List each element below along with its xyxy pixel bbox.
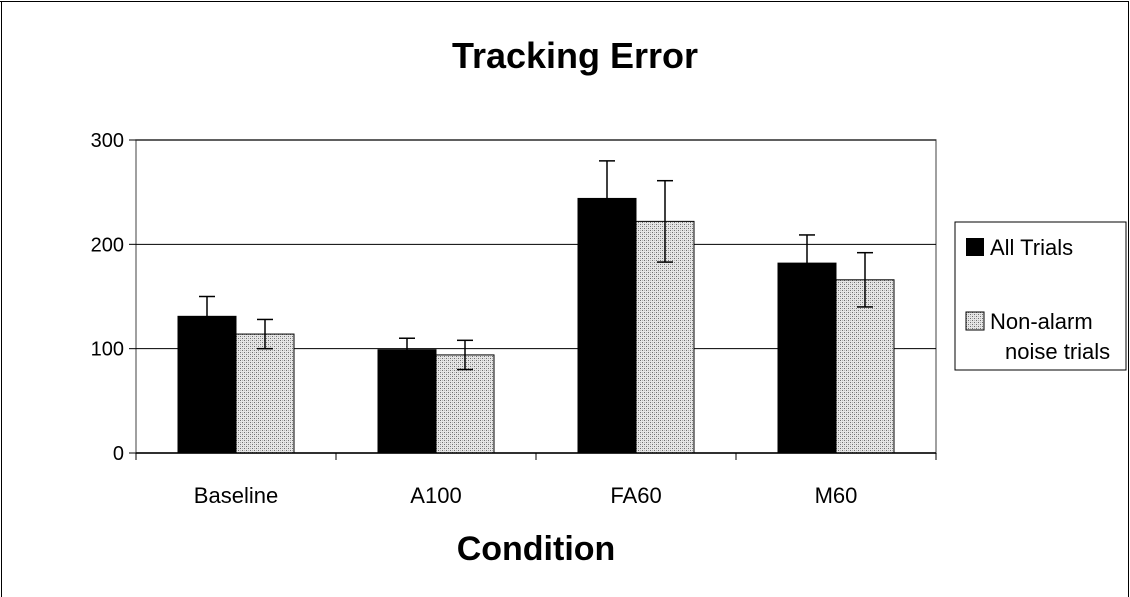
error-bars bbox=[199, 160, 873, 371]
error-bar bbox=[257, 318, 273, 350]
bar-non-alarm-noise-trials bbox=[435, 354, 495, 454]
category-label: Baseline bbox=[194, 483, 278, 508]
legend-swatch-all-trials bbox=[966, 238, 984, 256]
error-bar bbox=[457, 339, 473, 371]
bar-all-trials bbox=[177, 315, 237, 454]
legend: All Trials Non-alarm noise trials bbox=[954, 221, 1127, 371]
y-tick-label: 200 bbox=[91, 234, 124, 256]
error-bar bbox=[657, 179, 673, 263]
y-tick-label: 300 bbox=[91, 130, 124, 152]
bar-all-trials bbox=[377, 349, 437, 454]
x-axis-label: Condition bbox=[457, 530, 616, 568]
legend-label-non-alarm-line1: Non-alarm bbox=[990, 309, 1093, 334]
chart-title: Tracking Error bbox=[452, 35, 698, 76]
error-bar bbox=[399, 337, 415, 362]
error-bar bbox=[857, 251, 873, 308]
error-bar bbox=[199, 295, 215, 337]
y-tick-label: 0 bbox=[113, 443, 124, 465]
y-axis-ticks: 0 100 200 300 bbox=[91, 130, 136, 465]
category-label: A100 bbox=[410, 483, 461, 508]
bar-all-trials bbox=[777, 262, 837, 454]
y-tick-label: 100 bbox=[91, 339, 124, 361]
legend-label-all-trials: All Trials bbox=[990, 235, 1073, 260]
error-bar bbox=[599, 160, 615, 237]
category-label: M60 bbox=[815, 483, 858, 508]
category-label: FA60 bbox=[610, 483, 661, 508]
error-bar bbox=[799, 234, 815, 293]
bar-all-trials bbox=[577, 197, 637, 454]
bar-non-alarm-noise-trials bbox=[835, 279, 895, 454]
legend-label-non-alarm-line2: noise trials bbox=[1005, 339, 1110, 364]
x-axis bbox=[135, 452, 937, 460]
legend-swatch-non-alarm bbox=[965, 311, 985, 331]
category-labels: Baseline A100 FA60 M60 bbox=[194, 483, 858, 508]
bar-non-alarm-noise-trials bbox=[235, 333, 295, 454]
